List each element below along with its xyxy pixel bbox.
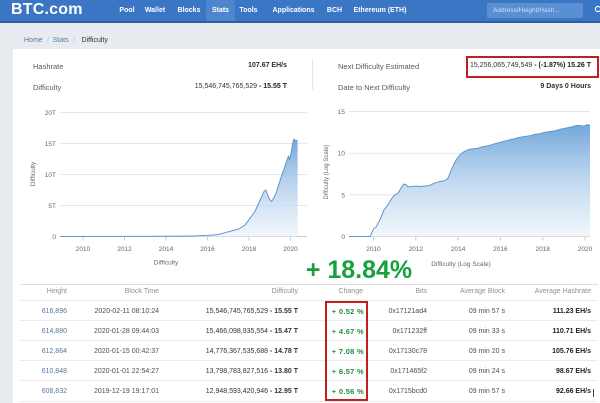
svg-text:2018: 2018 bbox=[242, 246, 257, 253]
svg-text:Difficulty: Difficulty bbox=[30, 161, 37, 186]
svg-text:2012: 2012 bbox=[117, 246, 132, 253]
svg-text:2014: 2014 bbox=[159, 246, 174, 253]
svg-text:10: 10 bbox=[338, 151, 346, 158]
svg-text:5: 5 bbox=[341, 192, 345, 199]
svg-text:2020: 2020 bbox=[283, 246, 298, 253]
svg-text:0: 0 bbox=[341, 234, 345, 241]
svg-text:Difficulty (Log Scale): Difficulty (Log Scale) bbox=[324, 145, 330, 200]
svg-text:Difficulty (Log Scale): Difficulty (Log Scale) bbox=[431, 261, 491, 268]
svg-text:20T: 20T bbox=[45, 110, 56, 117]
svg-text:2012: 2012 bbox=[409, 246, 424, 253]
svg-text:2010: 2010 bbox=[366, 246, 381, 253]
svg-text:0: 0 bbox=[52, 234, 56, 241]
svg-text:2018: 2018 bbox=[535, 246, 550, 253]
svg-text:10T: 10T bbox=[45, 172, 56, 179]
svg-text:15: 15 bbox=[338, 109, 346, 116]
svg-text:Difficulty: Difficulty bbox=[154, 260, 179, 267]
svg-text:15T: 15T bbox=[45, 141, 56, 148]
svg-text:5T: 5T bbox=[48, 203, 56, 210]
svg-text:2016: 2016 bbox=[200, 246, 215, 253]
svg-text:2020: 2020 bbox=[578, 246, 593, 253]
svg-text:2016: 2016 bbox=[493, 246, 508, 253]
svg-text:2014: 2014 bbox=[451, 246, 466, 253]
svg-text:2010: 2010 bbox=[76, 246, 91, 253]
